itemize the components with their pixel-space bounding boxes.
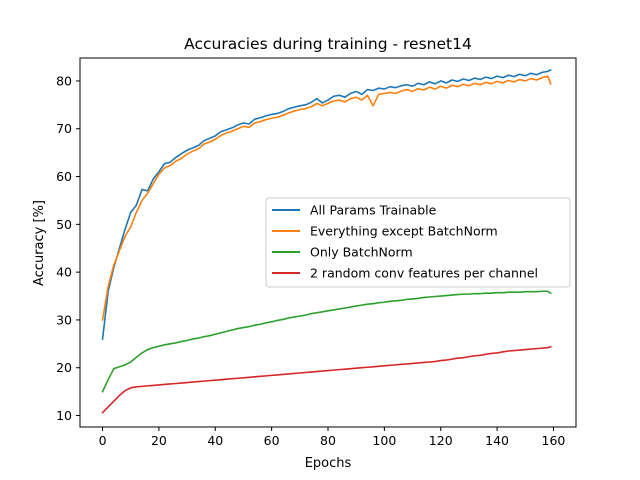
y-tick-label: 60	[56, 169, 72, 184]
x-tick-label: 40	[207, 433, 223, 448]
x-tick-label: 0	[99, 433, 107, 448]
legend-label-3: Only BatchNorm	[310, 245, 413, 260]
x-tick-label: 140	[485, 433, 509, 448]
x-tick-label: 80	[320, 433, 336, 448]
y-tick-label: 50	[56, 217, 72, 232]
y-tick-label: 20	[56, 360, 72, 375]
y-tick-label: 80	[56, 73, 72, 88]
y-axis-label: Accuracy [%]	[32, 200, 47, 286]
y-tick-label: 30	[56, 312, 72, 327]
legend-label-2: Everything except BatchNorm	[310, 224, 498, 239]
series-line-1	[101, 68, 552, 340]
series-layer	[101, 68, 552, 414]
x-tick-label: 20	[151, 433, 167, 448]
x-axis-label: Epochs	[305, 456, 352, 471]
series-line-4	[101, 345, 552, 414]
ticks-layer: 0 20 40 60 80 100 120 140 160 10 20 30 40 50 60 70 80	[56, 73, 565, 448]
y-tick-label: 10	[56, 408, 72, 423]
legend: All Params Trainable Everything except Ba…	[265, 197, 571, 288]
x-tick-label: 160	[542, 433, 566, 448]
legend-items: All Params Trainable Everything except Ba…	[272, 203, 538, 281]
legend-label-1: All Params Trainable	[310, 203, 437, 218]
legend-label-4: 2 random conv features per channel	[310, 266, 538, 281]
series-line-2	[101, 75, 552, 321]
x-tick-label: 120	[429, 433, 453, 448]
x-tick-label: 100	[372, 433, 396, 448]
x-tick-label: 60	[264, 433, 280, 448]
y-tick-label: 70	[56, 121, 72, 136]
chart-title: Accuracies during training - resnet14	[184, 35, 472, 53]
series-line-3	[101, 290, 552, 393]
legend-box	[265, 197, 571, 288]
y-tick-label: 40	[56, 265, 72, 280]
